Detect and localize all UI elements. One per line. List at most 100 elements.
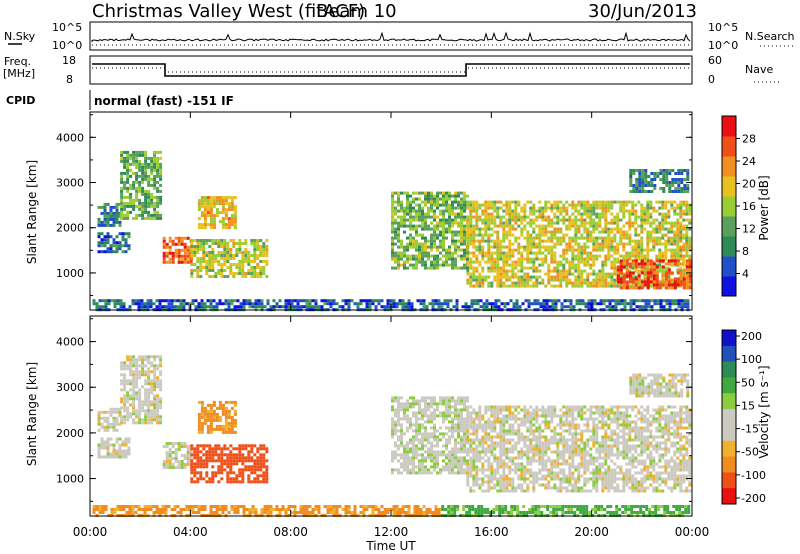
power-cell [262,260,266,263]
power-cell [146,305,150,309]
power-cell [629,184,633,187]
velocity-cell [460,444,463,448]
power-cell [629,169,633,172]
velocity-cell [433,456,436,460]
power-cell [221,211,225,215]
power-cell [171,254,175,258]
power-cell [404,305,408,309]
power-cell [688,221,692,225]
power-cell [442,227,445,231]
power-cell [403,212,406,216]
power-cell [481,236,485,240]
velocity-cell [159,373,163,377]
power-cell [607,221,611,225]
velocity-cell [141,403,145,407]
power-cell [311,299,315,303]
power-cell [433,236,436,240]
velocity-cell [406,450,409,454]
power-cell [659,178,663,181]
power-cell [424,263,427,267]
power-cell [634,257,638,261]
power-cell [502,230,506,234]
power-cell [505,233,509,237]
power-cell [490,254,494,258]
power-cell [155,305,159,309]
velocity-cell [247,453,251,457]
power-cell [226,260,230,263]
power-cell [356,305,360,309]
velocity-cell [406,405,409,409]
power-cell [442,191,445,195]
power-cell [505,236,509,240]
power-cell [212,214,216,218]
power-cell [472,209,476,213]
velocity-cell [150,364,154,368]
power-cell [422,299,426,303]
power-cell [197,208,201,212]
velocity-cell [97,416,101,420]
power-cell [511,212,515,216]
velocity-cell [433,414,436,418]
power-cell [550,218,554,222]
power-cell [400,263,403,267]
velocity-cell [223,459,227,463]
power-cell [496,257,500,261]
power-cell [598,224,602,228]
velocity-cell [400,435,403,439]
power-cell [262,245,266,248]
power-cell [577,266,581,270]
power-cell [634,286,638,290]
power-cell [448,203,451,207]
power-cell [662,305,666,309]
power-cell [138,189,142,193]
velocity-cell [226,477,230,481]
power-cell [577,278,581,282]
power-cell [448,191,451,195]
power-cell [677,187,681,190]
velocity-cell [451,426,454,430]
power-cell [664,277,668,281]
velocity-cell [220,468,224,472]
velocity-cell [127,437,131,441]
velocity-cell [412,450,415,454]
power-cell [685,248,689,252]
power-cell [535,218,539,222]
velocity-cell [412,399,415,403]
power-cell [550,203,554,207]
power-cell [436,233,439,237]
power-cell [493,242,497,246]
power-cell [629,181,633,184]
velocity-cell [135,412,139,416]
velocity-cell [451,462,454,466]
power-echo-region [466,200,692,288]
velocity-cell [424,432,427,436]
velocity-cell [156,367,160,371]
power-cell [448,218,451,222]
power-cell [253,251,257,254]
velocity-cell [193,468,197,472]
power-cell [610,230,614,234]
power-cell [126,213,130,217]
velocity-cell [230,430,234,434]
power-cell [670,239,674,243]
power-cell [646,230,650,234]
power-cell [688,286,692,290]
power-cell [220,242,224,245]
nave-tick-top: 60 [708,54,722,67]
power-cell [637,224,641,228]
power-cell [667,221,671,225]
power-cell [434,299,438,303]
power-cell [120,201,124,205]
power-cell [155,299,159,303]
power-cell [517,218,521,222]
power-cell [159,195,163,199]
power-cell [611,305,615,309]
velocity-cell [120,406,124,410]
velocity-cell [412,471,415,475]
power-cell [529,236,533,240]
power-cell [608,302,612,306]
power-cell [194,299,198,303]
power-cell [454,194,457,198]
velocity-cell [250,450,254,454]
velocity-cell [451,405,454,409]
